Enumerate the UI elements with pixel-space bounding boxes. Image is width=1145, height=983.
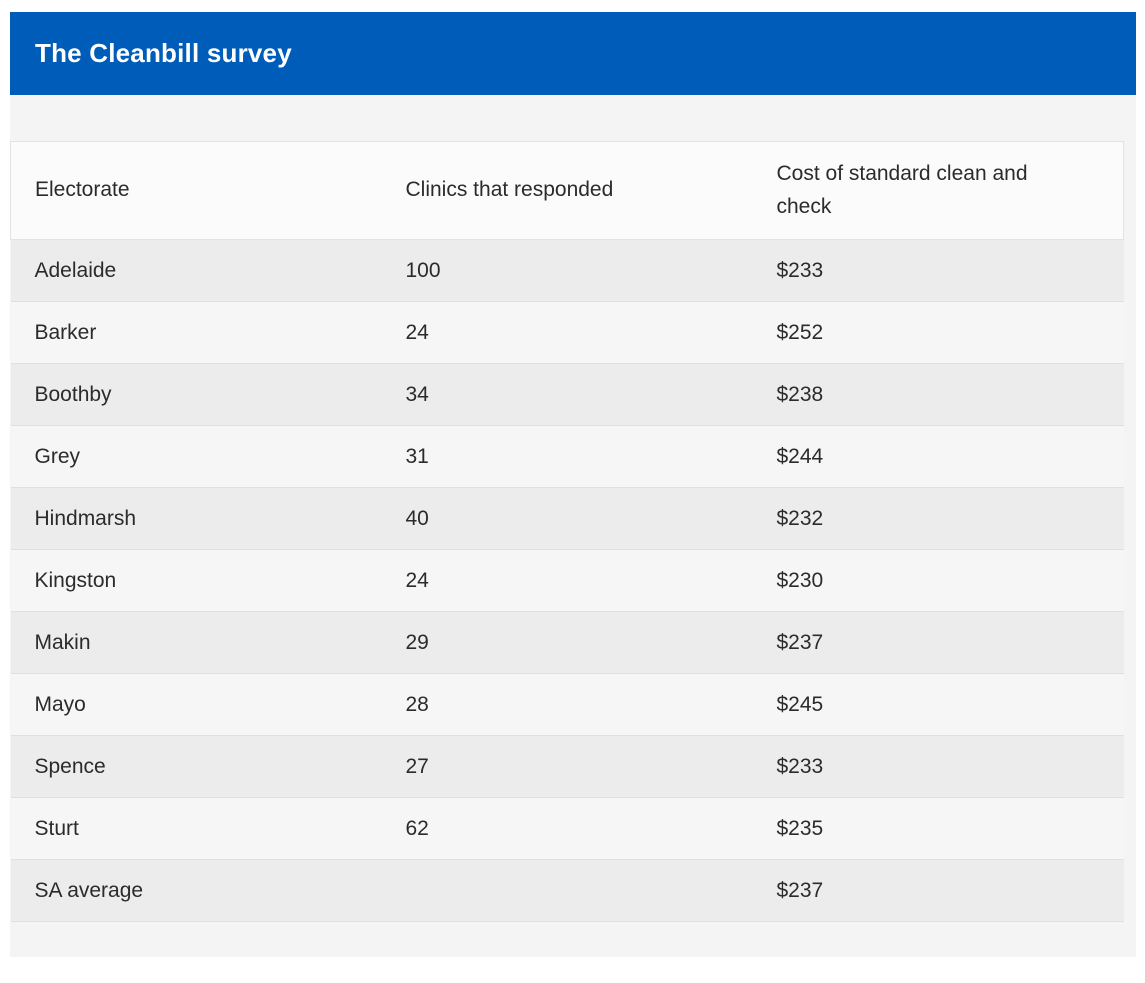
cost-cell: $230 (752, 549, 1124, 612)
cost-cell: $237 (752, 859, 1124, 922)
cost-cell: $252 (752, 301, 1124, 364)
clinics-cell: 29 (381, 611, 753, 674)
clinics-cell: 34 (381, 363, 753, 426)
table-header-row: Electorate Clinics that responded Cost o… (10, 141, 1124, 240)
table-row: Mayo 28 $245 (10, 673, 1124, 736)
cost-cell: $233 (752, 239, 1124, 302)
cost-cell: $235 (752, 797, 1124, 860)
cost-cell: $233 (752, 735, 1124, 798)
cost-cell: $245 (752, 673, 1124, 736)
electorate-cell: Makin (10, 611, 382, 674)
title-bar: The Cleanbill survey (10, 12, 1136, 95)
cost-cell: $238 (752, 363, 1124, 426)
electorate-cell: Adelaide (10, 239, 382, 302)
electorate-cell: SA average (10, 859, 382, 922)
clinics-cell: 24 (381, 301, 753, 364)
clinics-cell: 28 (381, 673, 753, 736)
table-header: Electorate Clinics that responded Cost o… (10, 141, 1124, 240)
clinics-cell (381, 859, 753, 922)
clinics-cell: 24 (381, 549, 753, 612)
electorate-cell: Spence (10, 735, 382, 798)
cost-cell: $237 (752, 611, 1124, 674)
table-row: Kingston 24 $230 (10, 549, 1124, 612)
electorate-cell: Barker (10, 301, 382, 364)
electorate-cell: Boothby (10, 363, 382, 426)
page-title: The Cleanbill survey (35, 38, 292, 68)
table-row: Adelaide 100 $233 (10, 239, 1124, 302)
electorate-cell: Grey (10, 425, 382, 488)
electorate-cell: Kingston (10, 549, 382, 612)
electorate-cell: Sturt (10, 797, 382, 860)
table-row: SA average $237 (10, 859, 1124, 922)
table-row: Boothby 34 $238 (10, 363, 1124, 426)
table-row: Makin 29 $237 (10, 611, 1124, 674)
column-header-cost: Cost of standard clean and check (752, 141, 1124, 240)
clinics-cell: 31 (381, 425, 753, 488)
survey-widget: The Cleanbill survey Electorate Clinics … (10, 12, 1136, 957)
cost-cell: $244 (752, 425, 1124, 488)
table-row: Hindmarsh 40 $232 (10, 487, 1124, 550)
column-header-clinics: Clinics that responded (381, 141, 753, 240)
table-row: Sturt 62 $235 (10, 797, 1124, 860)
clinics-cell: 40 (381, 487, 753, 550)
electorate-cell: Mayo (10, 673, 382, 736)
table-row: Spence 27 $233 (10, 735, 1124, 798)
survey-table: Electorate Clinics that responded Cost o… (10, 141, 1124, 922)
clinics-cell: 100 (381, 239, 753, 302)
clinics-cell: 27 (381, 735, 753, 798)
table-body: Adelaide 100 $233 Barker 24 $252 Boothby… (10, 239, 1124, 922)
table-row: Grey 31 $244 (10, 425, 1124, 488)
column-header-electorate: Electorate (10, 141, 382, 240)
electorate-cell: Hindmarsh (10, 487, 382, 550)
clinics-cell: 62 (381, 797, 753, 860)
cost-cell: $232 (752, 487, 1124, 550)
table-row: Barker 24 $252 (10, 301, 1124, 364)
